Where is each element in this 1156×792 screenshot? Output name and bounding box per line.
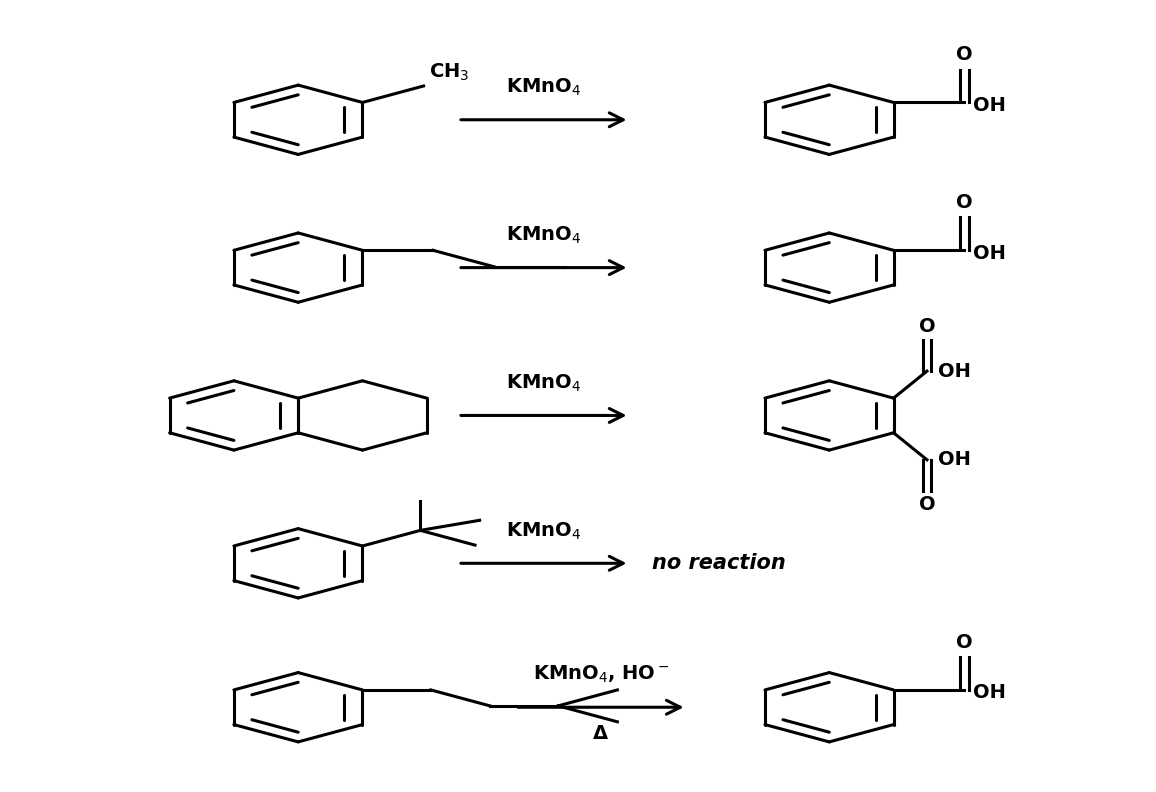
Text: O: O <box>956 45 972 64</box>
Text: KMnO$_4$: KMnO$_4$ <box>506 372 581 394</box>
Text: O: O <box>956 193 972 212</box>
Text: no reaction: no reaction <box>652 554 786 573</box>
Text: OH: OH <box>939 362 971 381</box>
Text: KMnO$_4$: KMnO$_4$ <box>506 520 581 542</box>
Text: KMnO$_4$: KMnO$_4$ <box>506 224 581 246</box>
Text: KMnO$_4$: KMnO$_4$ <box>506 77 581 98</box>
Text: CH$_3$: CH$_3$ <box>430 61 469 82</box>
Text: O: O <box>956 633 972 652</box>
Text: OH: OH <box>973 683 1006 703</box>
Text: OH: OH <box>973 244 1006 263</box>
Text: OH: OH <box>939 451 971 470</box>
Text: O: O <box>919 495 935 514</box>
Text: O: O <box>919 317 935 336</box>
Text: Δ: Δ <box>593 725 608 744</box>
Text: KMnO$_4$, HO$^-$: KMnO$_4$, HO$^-$ <box>533 664 669 685</box>
Text: OH: OH <box>973 96 1006 115</box>
